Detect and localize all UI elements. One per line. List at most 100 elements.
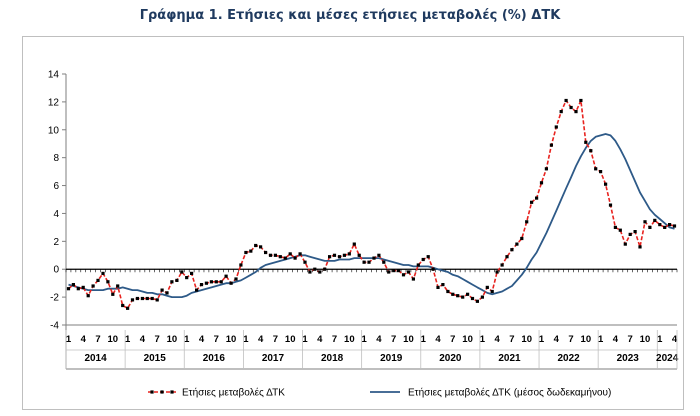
annual-data-point [155, 298, 159, 302]
annual-data-point [594, 167, 598, 171]
annual-series-line [67, 99, 675, 310]
x-year-label: 2024 [656, 353, 679, 364]
annual-data-point [623, 242, 627, 246]
annual-data-point [525, 220, 529, 224]
annual-data-point [244, 250, 248, 255]
annual-data-point [140, 296, 144, 301]
annual-data-point [101, 271, 105, 275]
annual-data-point [564, 98, 568, 103]
annual-data-point [377, 253, 381, 257]
y-tick-label: -2 [50, 293, 59, 304]
annual-data-point [283, 256, 287, 260]
x-month-label: 1 [243, 334, 249, 345]
annual-data-point [451, 292, 455, 296]
annual-data-point [264, 250, 268, 255]
annual-data-point [401, 273, 406, 277]
annual-data-point [574, 110, 578, 114]
annual-data-point [268, 253, 273, 257]
x-month-label: 4 [376, 334, 382, 345]
annual-data-point [185, 276, 189, 280]
series-average-line [68, 133, 675, 299]
x-month-label: 1 [421, 334, 427, 345]
annual-data-point [653, 218, 657, 222]
annual-data-point [554, 125, 558, 129]
annual-data-point [648, 225, 652, 229]
annual-data-point [106, 280, 110, 284]
x-year-label: 2014 [84, 353, 107, 364]
chart-frame [22, 36, 684, 410]
annual-data-point [199, 283, 204, 287]
annual-data-point [480, 295, 484, 299]
x-month-label: 10 [581, 334, 592, 345]
x-month-label: 7 [509, 334, 514, 345]
annual-data-point [505, 255, 509, 259]
annual-data-point [204, 281, 208, 285]
annual-data-point [145, 296, 149, 301]
annual-data-point [618, 228, 622, 232]
annual-data-point [495, 270, 499, 274]
x-month-label: 7 [628, 334, 633, 345]
annual-data-point [234, 277, 238, 281]
annual-data-point [362, 260, 366, 264]
y-tick-label: -4 [50, 321, 59, 332]
annual-data-point [584, 140, 588, 144]
annual-data-point [219, 280, 223, 284]
x-year-label: 2017 [262, 353, 285, 364]
annual-data-point [180, 270, 184, 274]
annual-data-point [604, 182, 608, 186]
annual-data-point [86, 294, 90, 298]
x-year-label: 2023 [617, 353, 640, 364]
y-axis: -4 -2 0 2 4 6 8 10 12 14 [48, 70, 66, 332]
annual-data-point [539, 181, 544, 185]
annual-data-point [165, 291, 169, 295]
x-month-label: 7 [568, 334, 573, 345]
x-month-label: 10 [403, 334, 414, 345]
legend: Ετήσιες μεταβολές ΔΤΚ Ετήσιες μεταβολές Δ… [148, 387, 611, 399]
annual-data-point [599, 170, 603, 174]
annual-data-point [229, 281, 233, 285]
annual-data-point [638, 245, 642, 249]
x-month-label: 4 [258, 334, 264, 345]
annual-data-point [347, 252, 351, 256]
y-tick-label: 4 [53, 209, 59, 220]
annual-data-point [544, 167, 548, 171]
annual-data-point [406, 270, 411, 274]
y-tick-label: 2 [53, 237, 59, 248]
legend-annual-label: Ετήσιες μεταβολές ΔΤΚ [182, 387, 285, 399]
chart-title: Γράφημα 1. Ετήσιες και μέσες ετήσιες μετ… [139, 8, 561, 23]
x-month-label: 4 [199, 334, 205, 345]
annual-data-point [323, 267, 327, 271]
annual-data-point [249, 249, 253, 253]
x-month-label: 4 [317, 334, 323, 345]
x-year-label: 2020 [439, 353, 462, 364]
annual-data-point [367, 260, 371, 264]
annual-data-point [589, 149, 593, 153]
annual-data-point [81, 285, 85, 289]
annual-data-point [116, 284, 120, 288]
annual-data-point [259, 245, 263, 249]
series-annual-line [66, 98, 677, 310]
annual-data-point [397, 269, 401, 273]
x-year-label: 2021 [498, 353, 521, 364]
x-month-label: 10 [462, 334, 473, 345]
annual-data-point [224, 274, 228, 278]
annual-data-point [416, 263, 420, 267]
annual-data-point [411, 277, 415, 281]
annual-data-point [372, 256, 376, 260]
annual-data-point [569, 105, 573, 110]
x-month-label: 1 [598, 334, 604, 345]
annual-data-point [475, 299, 479, 303]
annual-data-point [461, 295, 465, 299]
annual-data-point [91, 284, 95, 288]
annual-data-point [332, 253, 337, 257]
x-month-label: 4 [554, 334, 560, 345]
annual-data-point [392, 269, 396, 273]
annual-data-point [470, 296, 475, 301]
x-month-label: 4 [613, 334, 619, 345]
annual-data-point [500, 263, 504, 267]
x-month-label: 1 [657, 334, 663, 345]
x-month-label: 7 [332, 334, 337, 345]
annual-data-point [663, 225, 667, 229]
annual-data-point [160, 288, 164, 292]
